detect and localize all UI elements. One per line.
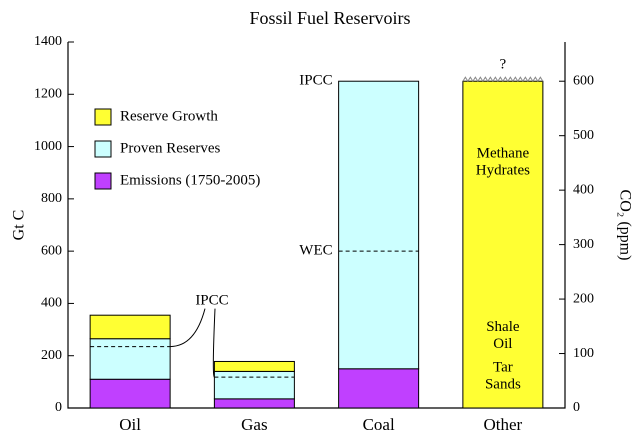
x-tick-label: Other: [484, 415, 523, 434]
leader-line: [212, 308, 216, 378]
annotation-line: Hydrates: [476, 163, 530, 179]
bar-segment: [213, 398, 295, 409]
legend-swatch: [94, 172, 112, 190]
annotation-line: Sands: [485, 377, 521, 393]
y-tick-label: 1200: [34, 87, 62, 102]
y2-axis-label: CO₂ (ppm): [616, 190, 633, 261]
annotation: ?: [500, 57, 507, 73]
legend-label: Emissions (1750-2005): [120, 172, 260, 188]
axis-frame: [67, 42, 566, 409]
bar-segment: [89, 314, 171, 340]
legend-swatch: [94, 108, 112, 126]
y2-tick-label: 0: [573, 400, 580, 415]
x-tick-label: Oil: [119, 415, 141, 434]
annotation: Shale Oil: [486, 320, 520, 353]
legend-label: Proven Reserves: [120, 140, 221, 156]
bar-segment: [338, 80, 420, 370]
leader-line: [170, 308, 206, 348]
x-tick-label: Gas: [241, 415, 267, 434]
bar-segment: [213, 370, 295, 400]
annotation: IPCC: [299, 73, 332, 89]
legend-swatch: [94, 140, 112, 158]
bar-segment: [213, 360, 295, 372]
y2-tick-label: 200: [573, 291, 594, 306]
y2-tick-label: 100: [573, 346, 594, 361]
y-tick-label: 200: [41, 348, 62, 363]
legend-label: Reserve Growth: [120, 108, 218, 124]
x-tick-label: Coal: [363, 415, 395, 434]
y2-tick-label: 500: [573, 128, 594, 143]
y2-tick-label: 400: [573, 182, 594, 197]
bar-segment: [462, 80, 544, 409]
annotation: Methane Hydrates: [476, 146, 530, 179]
annotation: WEC: [299, 243, 332, 259]
annotation: IPCC: [195, 292, 228, 308]
y-axis-label: Gt C: [11, 210, 28, 241]
wavy-top: [462, 77, 543, 82]
y-tick-label: 600: [41, 243, 62, 258]
y-tick-label: 800: [41, 191, 62, 206]
legend: Reserve Growth Proven Reserves Emissions (…: [94, 108, 260, 190]
y-tick-label: 1400: [34, 34, 62, 49]
bar-segment: [89, 378, 171, 409]
wavy-top-line: [462, 76, 544, 83]
bar-segment: [89, 338, 171, 380]
y-tick-label: 400: [41, 296, 62, 311]
y-tick-label: 1000: [34, 139, 62, 154]
annotation-line: Oil: [493, 337, 512, 353]
annotation-line: Shale: [486, 320, 520, 336]
chart-title: Fossil Fuel Reservoirs: [249, 8, 410, 28]
y2-tick-label: 300: [573, 237, 594, 252]
annotation-line: Methane: [477, 146, 530, 162]
bar-segment: [338, 368, 420, 409]
annotation-line: Tar: [493, 360, 513, 376]
y-tick-label: 0: [55, 400, 62, 415]
y2-tick-label: 600: [573, 73, 594, 88]
annotation: Tar Sands: [485, 360, 521, 393]
